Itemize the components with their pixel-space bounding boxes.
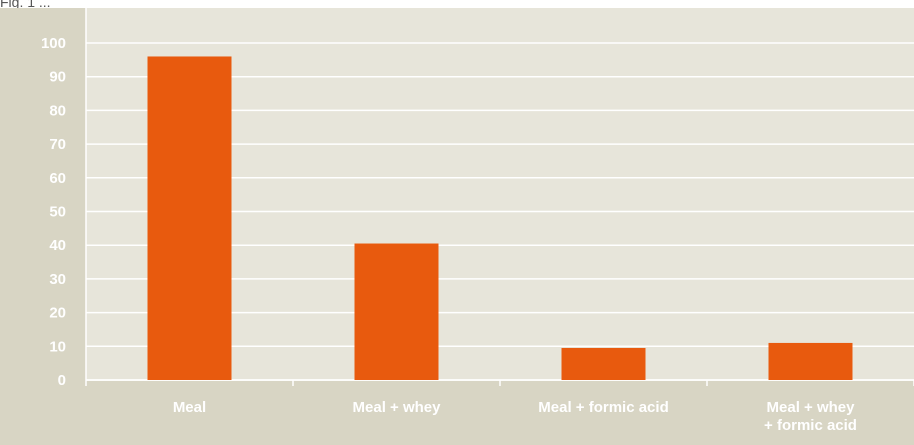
y-tick-label: 30 — [49, 271, 66, 288]
bar — [147, 56, 232, 380]
bar — [561, 347, 646, 380]
x-category-label: Meal — [173, 399, 206, 416]
y-tick-label: 50 — [49, 204, 66, 221]
y-tick-label: 20 — [49, 305, 66, 322]
y-tick-label: 40 — [49, 237, 66, 254]
figure-caption: Fig. 1 ... — [0, 0, 51, 8]
y-tick-label: 60 — [49, 170, 66, 187]
bar — [768, 342, 853, 380]
y-tick-label: 100 — [41, 35, 66, 52]
x-category-label: Meal + whey + formic acid — [764, 399, 857, 434]
y-tick-label: 10 — [49, 338, 66, 355]
x-category-label: Meal + whey — [353, 399, 442, 416]
y-tick-label: 80 — [49, 102, 66, 119]
y-tick-label: 0 — [58, 372, 66, 389]
y-tick-label: 70 — [49, 136, 66, 153]
x-category-label: Meal + formic acid — [538, 399, 668, 416]
y-tick-label: 90 — [49, 69, 66, 86]
bar — [354, 243, 439, 380]
